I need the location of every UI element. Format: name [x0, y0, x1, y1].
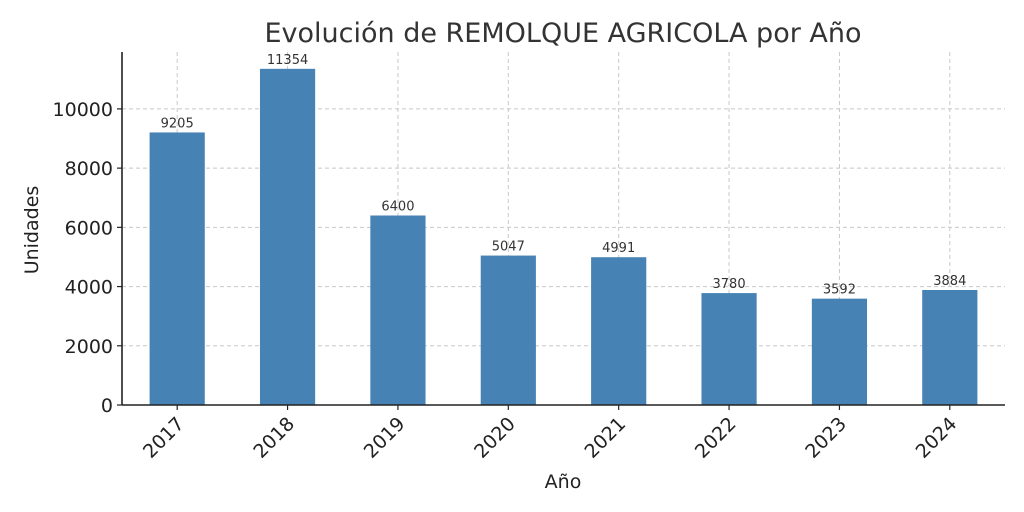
y-tick-label-6000: 6000: [65, 217, 113, 239]
bar-2017: [150, 132, 205, 405]
x-tick-label-2021: 2021: [580, 413, 630, 463]
bars: [150, 69, 978, 405]
y-tick-label-8000: 8000: [65, 158, 113, 180]
bar-2018: [260, 69, 315, 405]
x-axis-label: Año: [545, 471, 582, 493]
bar-2020: [481, 256, 536, 405]
data-label-2018: 11354: [267, 53, 308, 68]
x-tick-label-2024: 2024: [912, 413, 962, 463]
x-tick-label-2018: 2018: [249, 413, 299, 463]
chart-title: Evolución de REMOLQUE AGRICOLA por Año: [264, 18, 861, 49]
data-label-2023: 3592: [823, 283, 856, 298]
grid-lines: [122, 52, 1005, 405]
data-label-2017: 9205: [161, 116, 194, 131]
x-tick-label-2017: 2017: [139, 413, 189, 463]
data-label-2021: 4991: [602, 241, 635, 256]
y-tick-label-10000: 10000: [53, 99, 113, 121]
y-tick-label-4000: 4000: [65, 277, 113, 299]
x-tick-labels: 2017 2018 2019 2020 2021 2022 2023 2024: [139, 413, 961, 463]
data-label-2024: 3884: [933, 274, 966, 289]
x-tick-label-2022: 2022: [691, 413, 741, 463]
x-tick-label-2020: 2020: [470, 413, 520, 463]
bar-2024: [922, 290, 977, 405]
data-label-2019: 6400: [381, 200, 414, 215]
data-label-2022: 3780: [713, 277, 746, 292]
bar-2019: [370, 216, 425, 405]
bar-2021: [591, 257, 646, 405]
y-tick-label-0: 0: [101, 395, 113, 417]
x-tick-label-2023: 2023: [801, 413, 851, 463]
y-axis-label: Unidades: [21, 186, 43, 275]
y-tick-labels: 0 2000 4000 6000 8000 10000: [53, 99, 113, 417]
x-tick-label-2019: 2019: [360, 413, 410, 463]
y-tick-label-2000: 2000: [65, 336, 113, 358]
bar-2022: [701, 293, 756, 405]
data-label-2020: 5047: [492, 240, 525, 255]
axes: [117, 52, 1005, 410]
bar-2023: [812, 299, 867, 405]
